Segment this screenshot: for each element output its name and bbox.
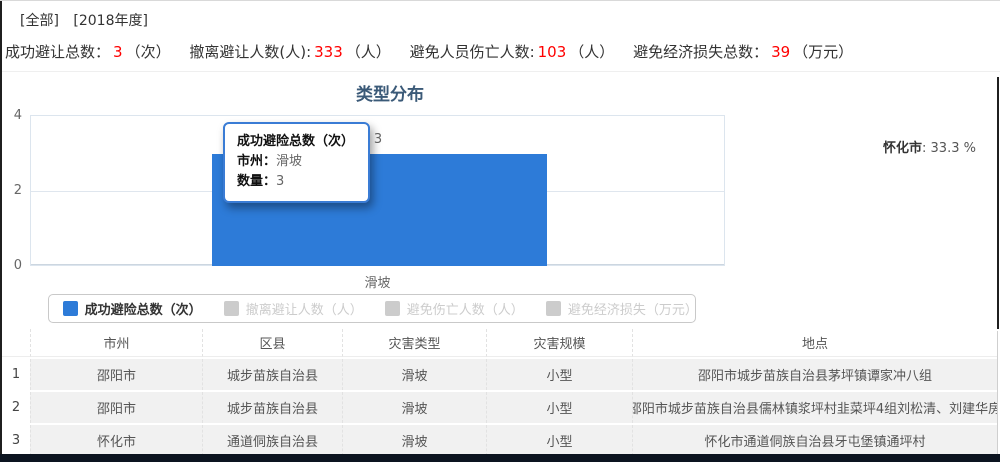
- cell-disaster-type: 滑坡: [342, 359, 486, 390]
- filter-scope-label: [全部]: [20, 13, 59, 29]
- stat-label: 撤离避让人数(人):: [189, 43, 312, 61]
- stat-value: 39: [771, 43, 791, 61]
- cell-city: 邵阳市: [30, 392, 202, 423]
- tooltip-row-count: 数量：3: [237, 172, 356, 192]
- stat-label: 避免人员伤亡人数:: [409, 43, 535, 61]
- filter-bar: [全部] [2018年度]: [20, 10, 158, 30]
- legend-label: 撤离避让人数（人）: [245, 303, 363, 318]
- cell-county: 通道侗族自治县: [202, 425, 342, 456]
- header-cell-index: [2, 329, 30, 357]
- header-cell-location: 地点: [632, 329, 997, 357]
- header-cell-county: 区县: [202, 329, 342, 357]
- stat-casualties-avoided: 避免人员伤亡人数: 103 （人）: [410, 43, 615, 61]
- cell-disaster-type: 滑坡: [342, 425, 486, 456]
- stat-unit: （次）: [125, 43, 171, 61]
- legend-label: 避免伤亡人数（人）: [406, 303, 524, 318]
- chart-legend: 成功避险总数（次） 撤离避让人数（人） 避免伤亡人数（人） 避免经济损失（万元）: [48, 294, 698, 323]
- tooltip-row-label: 数量：: [237, 174, 277, 189]
- stat-value: 333: [314, 43, 343, 61]
- summary-stats-bar: 成功避让总数： 3 （次） 撤离避让人数(人): 333 （人） 避免人员伤亡人数: 10…: [5, 41, 867, 62]
- header-cell-city: 市州: [30, 329, 202, 357]
- legend-swatch-gray-icon: [385, 301, 400, 316]
- legend-swatch-blue-icon: [63, 301, 78, 316]
- cell-index: 3: [2, 425, 30, 456]
- legend-swatch-gray-icon: [546, 301, 561, 316]
- stat-unit: （人）: [569, 43, 615, 61]
- y-axis-tick-4: 4: [13, 108, 22, 123]
- cell-county: 城步苗族自治县: [202, 359, 342, 390]
- pie-slice-label-huaihua: 怀化市: 33.3 %: [883, 137, 1000, 156]
- stat-unit: （人）: [345, 43, 391, 61]
- header-cell-disaster-type: 灾害类型: [342, 329, 486, 357]
- cell-disaster-scale: 小型: [486, 359, 632, 390]
- cell-city: 邵阳市: [30, 359, 202, 390]
- filter-year-label: [2018年度]: [73, 13, 148, 29]
- cell-disaster-scale: 小型: [486, 425, 632, 456]
- chart-title: 类型分布: [356, 85, 424, 105]
- tooltip-row-label: 市州：: [237, 154, 277, 169]
- header-cell-disaster-scale: 灾害规模: [486, 329, 632, 357]
- tooltip-row-value: 3: [276, 174, 285, 189]
- cell-location: 邵阳市城步苗族自治县茅坪镇谭家冲八组: [632, 359, 997, 390]
- y-axis-tick-2: 2: [13, 183, 22, 198]
- bottom-dark-strip: [0, 454, 1000, 462]
- cell-location: 怀化市通道侗族自治县牙屯堡镇通坪村: [632, 425, 997, 456]
- chart-tooltip: 成功避险总数（次） 市州：滑坡 数量：3: [223, 122, 370, 203]
- stats-divider: [2, 71, 1000, 72]
- stat-evacuated-people: 撤离避让人数(人): 333 （人）: [189, 43, 390, 61]
- events-table: 市州 区县 灾害类型 灾害规模 地点 1 邵阳市 城步苗族自治县 滑坡 小型 邵…: [2, 329, 997, 456]
- legend-item-evacuated[interactable]: 撤离避让人数（人）: [224, 299, 363, 318]
- tooltip-title: 成功避险总数（次）: [237, 134, 355, 149]
- left-edge-divider: [0, 1, 2, 462]
- legend-swatch-gray-icon: [224, 301, 239, 316]
- pie-slice-percent: : 33.3 %: [922, 141, 976, 156]
- table-row[interactable]: 3 怀化市 通道侗族自治县 滑坡 小型 怀化市通道侗族自治县牙屯堡镇通坪村: [2, 425, 997, 456]
- tooltip-row-city: 市州：滑坡: [237, 152, 356, 172]
- table-row[interactable]: 2 邵阳市 城步苗族自治县 滑坡 小型 邵阳市城步苗族自治县儒林镇浆坪村韭菜坪4…: [2, 392, 997, 423]
- stat-economic-loss-avoided: 避免经济损失总数： 39 （万元）: [633, 43, 853, 61]
- cell-index: 2: [2, 392, 30, 423]
- bar-value-label: 3: [373, 132, 383, 147]
- x-axis-category-label: 滑坡: [364, 276, 391, 291]
- stat-value: 3: [113, 43, 123, 61]
- table-right-border: [997, 331, 998, 455]
- stat-value: 103: [537, 43, 567, 61]
- tooltip-row-value: 滑坡: [276, 154, 303, 169]
- stat-label: 避免经济损失总数：: [633, 43, 769, 61]
- right-edge-divider: [997, 77, 999, 329]
- table-row[interactable]: 1 邵阳市 城步苗族自治县 滑坡 小型 邵阳市城步苗族自治县茅坪镇谭家冲八组: [2, 359, 997, 390]
- legend-item-success-total[interactable]: 成功避险总数（次）: [63, 299, 202, 318]
- legend-item-casualties[interactable]: 避免伤亡人数（人）: [385, 299, 524, 318]
- table-header-row: 市州 区县 灾害类型 灾害规模 地点: [2, 329, 997, 357]
- cell-location: 邵阳市城步苗族自治县儒林镇浆坪村韭菜坪4组刘松清、刘建华房: [632, 392, 997, 423]
- stat-unit: （万元）: [793, 43, 854, 61]
- cell-index: 1: [2, 359, 30, 390]
- legend-label: 成功避险总数（次）: [84, 303, 202, 318]
- y-axis-tick-0: 0: [13, 258, 22, 273]
- cell-disaster-type: 滑坡: [342, 392, 486, 423]
- legend-item-economic-loss[interactable]: 避免经济损失（万元）: [546, 299, 698, 318]
- stat-label: 成功避让总数：: [5, 43, 111, 61]
- cell-county: 城步苗族自治县: [202, 392, 342, 423]
- cell-city: 怀化市: [30, 425, 202, 456]
- cell-disaster-scale: 小型: [486, 392, 632, 423]
- pie-slice-name: 怀化市: [883, 141, 923, 156]
- stat-total-avoidance: 成功避让总数： 3 （次）: [5, 43, 171, 61]
- legend-label: 避免经济损失（万元）: [567, 303, 698, 318]
